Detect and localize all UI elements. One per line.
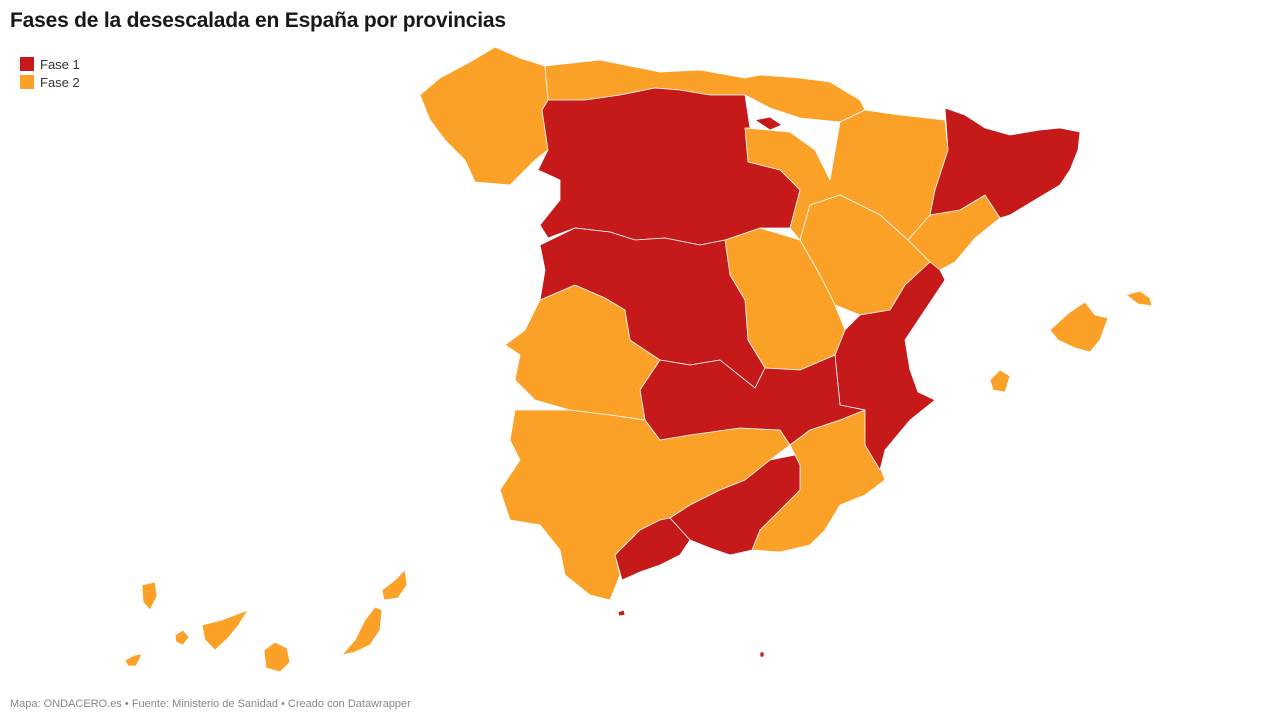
region-alava[interactable] <box>754 116 783 131</box>
legend: Fase 1 Fase 2 <box>20 55 80 91</box>
page-title: Fases de la desescalada en España por pr… <box>10 9 506 32</box>
region-la-mancha-murcia[interactable] <box>639 354 866 446</box>
region-tenerife[interactable] <box>201 609 249 651</box>
region-castilla-leon[interactable] <box>537 87 801 246</box>
region-malaga[interactable] <box>614 517 691 581</box>
region-gran-canaria[interactable] <box>263 641 291 673</box>
region-menorca[interactable] <box>1125 290 1153 307</box>
legend-swatch-fase-1 <box>20 57 34 71</box>
region-la-gomera[interactable] <box>174 629 190 646</box>
region-el-hierro[interactable] <box>124 653 143 667</box>
region-mallorca[interactable] <box>1049 301 1109 353</box>
region-lanzarote[interactable] <box>381 569 408 601</box>
region-la-palma[interactable] <box>141 581 158 611</box>
region-ceuta[interactable] <box>617 609 626 617</box>
region-ibiza[interactable] <box>989 369 1011 393</box>
region-comunidad-valenciana[interactable] <box>834 261 946 471</box>
legend-item-fase-1: Fase 1 <box>20 55 80 73</box>
legend-label-fase-2: Fase 2 <box>40 74 80 90</box>
legend-item-fase-2: Fase 2 <box>20 73 80 91</box>
legend-label-fase-1: Fase 1 <box>40 56 80 72</box>
region-granada-almeria[interactable] <box>669 454 801 556</box>
region-fuerteventura[interactable] <box>341 606 383 656</box>
legend-swatch-fase-2 <box>20 75 34 89</box>
map-footer-credits: Mapa: ONDACERO.es • Fuente: Ministerio d… <box>10 698 411 710</box>
region-cataluna[interactable] <box>929 107 1081 219</box>
region-melilla[interactable] <box>759 651 765 658</box>
region-galicia[interactable] <box>419 46 549 186</box>
